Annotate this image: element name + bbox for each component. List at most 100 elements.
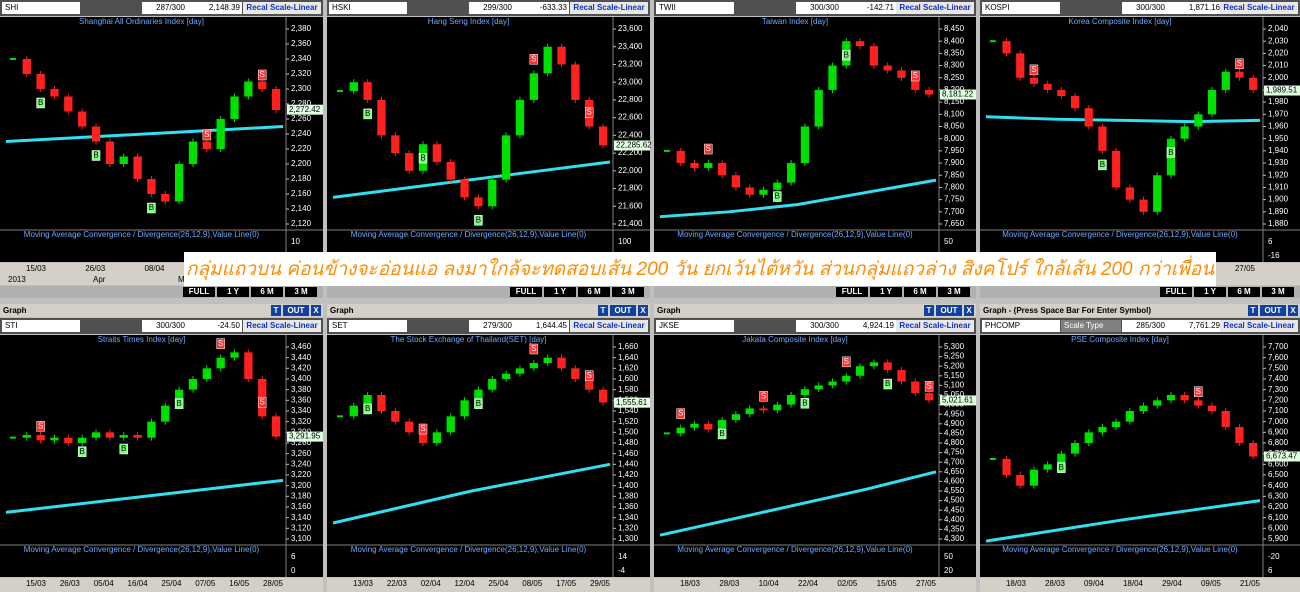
- chart-title: Straits Times Index [day]: [98, 335, 186, 344]
- symbol-input[interactable]: [329, 2, 407, 14]
- window-button-label[interactable]: T: [1251, 306, 1256, 315]
- toolbar-button[interactable]: [544, 287, 576, 297]
- recal-label[interactable]: Recal Scale-Linear: [899, 3, 970, 12]
- toolbar-label[interactable]: 3 M: [621, 287, 635, 296]
- recal-label[interactable]: Recal Scale-Linear: [573, 321, 644, 330]
- toolbar-label[interactable]: 1 Y: [880, 287, 893, 296]
- toolbar-label[interactable]: 6 M: [260, 287, 274, 296]
- recal-label[interactable]: Recal Scale-Linear: [573, 3, 644, 12]
- window-button-label[interactable]: OUT: [941, 306, 958, 315]
- candle-body: [22, 59, 31, 74]
- candle-body: [773, 182, 782, 190]
- toolbar-label[interactable]: FULL: [516, 287, 537, 296]
- toolbar-label[interactable]: 6 M: [913, 287, 927, 296]
- toolbar-button[interactable]: [1160, 287, 1192, 297]
- symbol-input[interactable]: [982, 2, 1060, 14]
- toolbar-button[interactable]: [612, 287, 644, 297]
- candle-body: [800, 389, 810, 395]
- recal-button[interactable]: [570, 2, 648, 14]
- toolbar-label[interactable]: 1 Y: [554, 287, 567, 296]
- candle-body: [432, 144, 442, 162]
- window-button-label[interactable]: OUT: [615, 306, 632, 315]
- recal-button[interactable]: [243, 2, 321, 14]
- window-button-label[interactable]: X: [966, 306, 972, 315]
- toolbar-button[interactable]: [578, 287, 610, 297]
- symbol-input[interactable]: [656, 2, 734, 14]
- symbol-input[interactable]: [329, 320, 407, 332]
- recal-label[interactable]: Recal Scale-Linear: [899, 321, 970, 330]
- y-tick-label: 1,600: [618, 374, 639, 383]
- window-button-label[interactable]: OUT: [288, 306, 305, 315]
- recal-button[interactable]: [570, 320, 648, 332]
- toolbar-label[interactable]: FULL: [842, 287, 863, 296]
- symbol-input[interactable]: [656, 320, 734, 332]
- recal-button[interactable]: [896, 320, 974, 332]
- toolbar-button[interactable]: [183, 287, 215, 297]
- signal-label: S: [844, 357, 849, 366]
- toolbar-label[interactable]: 1 Y: [1204, 287, 1217, 296]
- window-button[interactable]: [283, 305, 309, 316]
- toolbar-label[interactable]: 1 Y: [227, 287, 240, 296]
- recal-label[interactable]: Recal Scale-Linear: [1223, 3, 1294, 12]
- toolbar-label[interactable]: FULL: [189, 287, 210, 296]
- toolbar-button[interactable]: [1194, 287, 1226, 297]
- signal-label: S: [204, 130, 209, 139]
- y-tick-label: 22,400: [618, 130, 643, 139]
- candle-body: [105, 432, 115, 438]
- signal-label: B: [149, 203, 154, 212]
- date-label: 09/04: [1084, 579, 1105, 588]
- toolbar-button[interactable]: [904, 287, 936, 297]
- window-button-label[interactable]: T: [601, 306, 606, 315]
- toolbar-button[interactable]: [836, 287, 868, 297]
- toolbar-button[interactable]: [251, 287, 283, 297]
- window-button[interactable]: [964, 305, 974, 316]
- window-button[interactable]: [1248, 305, 1258, 316]
- candle-body: [244, 81, 253, 97]
- signal-label: B: [365, 404, 370, 413]
- toolbar-button[interactable]: [217, 287, 249, 297]
- y-tick-label: 8,150: [944, 97, 965, 106]
- toolbar-button[interactable]: [870, 287, 902, 297]
- overlay-text: กลุ่มแถวบน ค่อนข้างจะอ่อนแอ ลงมาใกล้จะทด…: [186, 255, 1215, 280]
- window-button[interactable]: [1260, 305, 1286, 316]
- candle-body: [1125, 411, 1134, 422]
- recal-label[interactable]: Recal Scale-Linear: [1223, 321, 1294, 330]
- window-button-label[interactable]: T: [274, 306, 279, 315]
- toolbar-label[interactable]: FULL: [1166, 287, 1187, 296]
- toolbar-button[interactable]: [1228, 287, 1260, 297]
- symbol-input[interactable]: [2, 2, 80, 14]
- window-button-label[interactable]: X: [313, 306, 319, 315]
- recal-label[interactable]: Recal Scale-Linear: [246, 321, 317, 330]
- window-button-label[interactable]: OUT: [1265, 306, 1282, 315]
- window-button[interactable]: [271, 305, 281, 316]
- window-button[interactable]: [936, 305, 962, 316]
- window-button[interactable]: [924, 305, 934, 316]
- window-button-label[interactable]: T: [927, 306, 932, 315]
- window-button[interactable]: [598, 305, 608, 316]
- toolbar-button[interactable]: [938, 287, 970, 297]
- candle-body: [786, 395, 796, 405]
- recal-button[interactable]: [1220, 320, 1298, 332]
- window-button-label[interactable]: X: [640, 306, 646, 315]
- toolbar-label[interactable]: 6 M: [1237, 287, 1251, 296]
- toolbar-label[interactable]: 6 M: [587, 287, 601, 296]
- recal-button[interactable]: [243, 320, 321, 332]
- toolbar-button[interactable]: [1262, 287, 1294, 297]
- toolbar-label[interactable]: 3 M: [947, 287, 961, 296]
- y-tick-label: 1,900: [1268, 195, 1289, 204]
- window-button[interactable]: [311, 305, 321, 316]
- toolbar-label[interactable]: 3 M: [294, 287, 308, 296]
- window-button[interactable]: [638, 305, 648, 316]
- symbol-input[interactable]: [2, 320, 80, 332]
- recal-button[interactable]: [1220, 2, 1298, 14]
- window-button[interactable]: [610, 305, 636, 316]
- last-value: 1,989.51: [1266, 86, 1298, 95]
- toolbar-button[interactable]: [285, 287, 317, 297]
- toolbar-button[interactable]: [510, 287, 542, 297]
- window-button[interactable]: [1288, 305, 1298, 316]
- recal-label[interactable]: Recal Scale-Linear: [246, 3, 317, 12]
- recal-button[interactable]: [896, 2, 974, 14]
- toolbar-label[interactable]: 3 M: [1271, 287, 1285, 296]
- window-button-label[interactable]: X: [1290, 306, 1296, 315]
- symbol-input[interactable]: [982, 320, 1060, 332]
